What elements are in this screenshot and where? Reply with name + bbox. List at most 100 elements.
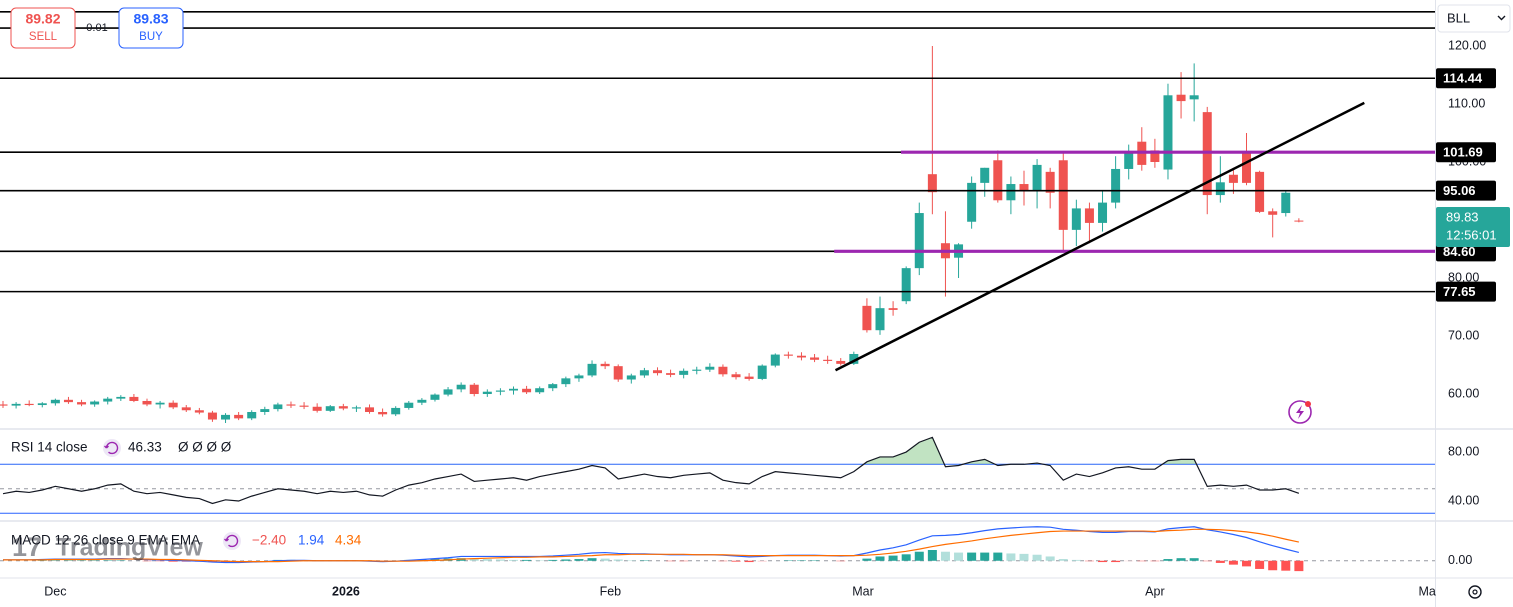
histogram-bar [1242,560,1252,567]
candle-body [1084,208,1094,223]
candle-body [849,353,859,364]
candle-body [718,366,728,375]
candle-body [155,402,165,405]
histogram-bar [1058,559,1068,561]
candle-body [875,308,885,331]
candle-body [993,160,1003,201]
histogram-bar [522,559,532,561]
rsi-extra: Ø Ø Ø Ø [178,440,232,455]
symbol-selector[interactable]: BLL [1437,4,1511,33]
settings-icon[interactable] [1468,585,1482,599]
buy-button[interactable] [118,7,184,49]
candle-body [705,366,715,370]
candle-body [509,388,519,391]
x-tick-label: Dec [44,584,66,598]
candle-body [587,363,597,376]
candle-body [207,412,217,420]
overlay: Dec2026FebMarAprMa60.0070.0080.00100.001… [44,38,1510,598]
candle-body [260,409,270,412]
candle-body [823,359,833,361]
histogram-bar [954,552,964,561]
histogram-bar [1071,559,1081,561]
histogram-bar [482,559,492,561]
candle-body [24,403,34,406]
level-label-box [1436,180,1496,201]
candle-body [286,404,296,406]
y-tick-label: 0.00 [1448,553,1472,567]
candle-body [430,394,440,400]
candle-body [731,374,741,378]
histogram-bar [1281,560,1291,571]
candle-body [1189,95,1199,100]
candle-body [0,404,8,406]
candle-body [652,370,662,374]
candle-body [103,398,113,402]
spread: 0.01 [86,22,107,34]
candle-body [417,399,427,403]
histogram-bar [927,550,937,561]
refresh-icon[interactable] [223,532,241,550]
y-tick-label: 120.00 [1448,38,1486,52]
candle-body [600,363,610,367]
alert-icon[interactable] [1288,400,1312,424]
alert-bolt [1296,405,1304,419]
histogram-bar [1045,556,1055,561]
histogram-bar [993,552,1003,561]
candle-body [561,378,571,385]
histogram-bar [1019,553,1029,561]
candle-body [1071,208,1081,230]
histogram-bar [967,552,977,561]
candle-body [783,354,793,356]
histogram-bar [862,558,872,561]
histogram-bar [1163,559,1173,561]
candle-body [626,375,636,380]
candle-body [1176,94,1186,102]
level-label: 84.60 [1443,244,1476,259]
candle-body [50,399,60,404]
histogram-bar [1098,560,1108,563]
candle-body [77,402,87,405]
macd-title: MACD 12 26 close 9 EMA EMA [11,533,200,548]
refresh-arrow [104,441,119,455]
histogram-bar [495,559,505,561]
buy-label: BUY [139,31,163,43]
level-label: 95.06 [1443,183,1476,198]
histogram-bar [757,560,767,562]
candle-body [770,354,780,366]
histogram-bar [1006,553,1016,561]
logo-text: TradingView [56,534,203,562]
refresh-icon[interactable] [103,439,121,457]
gear [1468,585,1482,599]
y-tick-label: 60.00 [1448,386,1479,400]
sell-button[interactable] [10,7,76,49]
x-tick-label: Ma [1418,584,1435,598]
candle-body [692,369,702,371]
candle-body [90,401,100,405]
gear-center [1472,589,1478,595]
candle-body [1111,168,1121,203]
rsi-value: 46.33 [128,440,162,455]
level-label-box [1436,68,1496,89]
candle-body [1215,182,1225,196]
candle-body [1098,202,1108,223]
last-price: 89.83 [1446,209,1479,224]
level-label-box [1436,142,1496,163]
candle-body [862,305,872,331]
candle-body [142,400,152,405]
candle-body [469,384,479,395]
rsi-title: RSI 14 close [11,440,88,455]
macd-value: 1.94 [298,533,325,548]
histogram-bar [914,551,924,561]
histogram-bar [469,558,479,561]
histogram-bar [1032,554,1042,561]
candle-body [1281,192,1291,214]
candle-body [482,391,492,395]
symbol-box[interactable] [1437,4,1511,33]
logo: 17 TradingView [12,532,203,562]
candle-body [456,384,466,390]
candle-body [194,410,204,413]
candle-body [901,268,911,302]
symbol: BLL [1447,10,1470,25]
y-tick-label: 80.00 [1448,444,1479,458]
